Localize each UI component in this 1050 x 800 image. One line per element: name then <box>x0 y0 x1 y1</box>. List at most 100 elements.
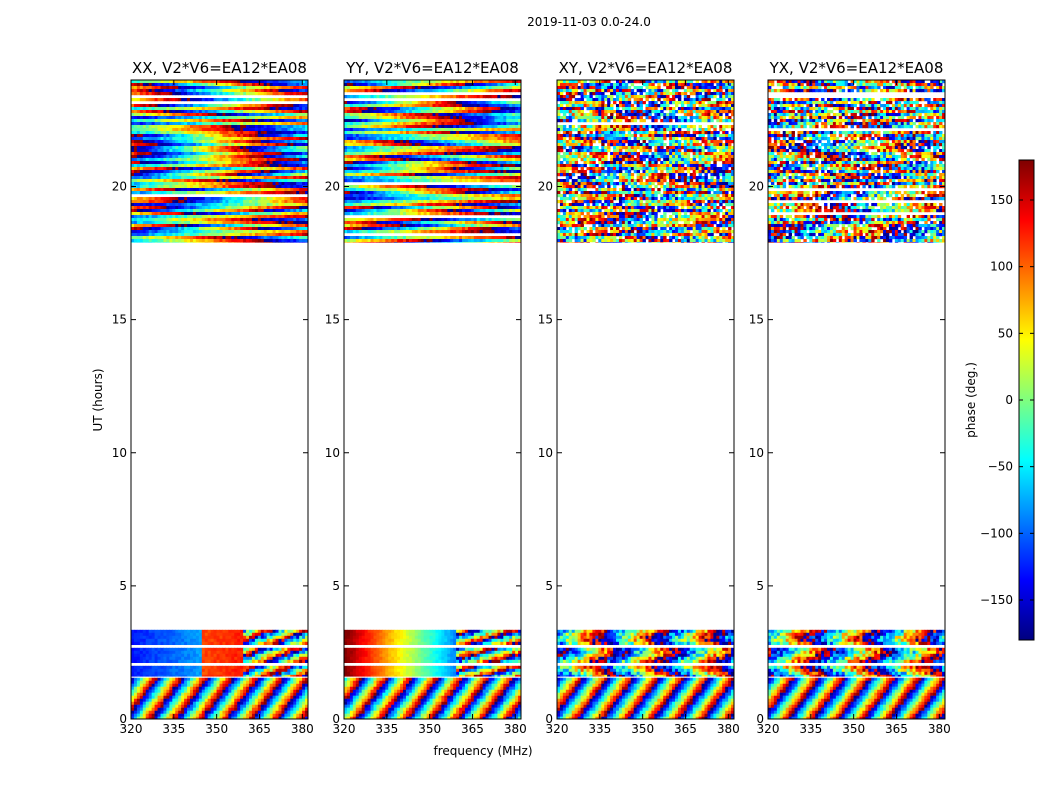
heatmap-cell <box>269 665 273 670</box>
heatmap-cell <box>237 98 241 102</box>
heatmap-cell <box>160 653 164 658</box>
heatmap-cell <box>145 152 150 156</box>
heatmap-cell <box>148 188 153 192</box>
heatmap-cell <box>234 692 238 696</box>
heatmap-cell <box>293 686 297 690</box>
heatmap-cell <box>172 215 176 219</box>
heatmap-cell <box>237 212 241 216</box>
heatmap-cell <box>237 638 241 643</box>
heatmap-cell <box>254 221 259 225</box>
heatmap-cell <box>281 239 285 243</box>
heatmap-cell <box>207 83 212 87</box>
heatmap-cell <box>234 221 238 225</box>
heatmap-cell <box>166 197 170 201</box>
heatmap-cell <box>160 659 164 664</box>
heatmap-cell <box>299 125 303 129</box>
heatmap-cell <box>246 125 250 129</box>
heatmap-cell <box>216 689 220 693</box>
heatmap-cell <box>201 107 206 111</box>
heatmap-cell <box>225 197 229 201</box>
heatmap-cell <box>284 164 288 168</box>
heatmap-cell <box>139 98 144 102</box>
heatmap-cell <box>148 704 153 708</box>
heatmap-cell <box>195 221 200 225</box>
heatmap-cell <box>296 638 300 643</box>
heatmap-cell <box>198 716 203 719</box>
heatmap-cell <box>222 230 226 234</box>
heatmap-cell <box>251 158 256 162</box>
heatmap-cell <box>184 710 188 714</box>
heatmap-cell <box>275 236 279 240</box>
heatmap-cell <box>299 242 303 243</box>
heatmap-cell <box>246 146 250 150</box>
heatmap-cell <box>157 239 161 243</box>
heatmap-cell <box>198 236 203 240</box>
heatmap-cell <box>157 131 161 135</box>
heatmap-cell <box>166 212 170 216</box>
heatmap-cell <box>251 680 256 684</box>
heatmap-cell <box>181 146 185 150</box>
heatmap-cell <box>216 233 220 237</box>
heatmap-cell <box>187 197 191 201</box>
heatmap-cell <box>139 236 144 240</box>
heatmap-cell <box>234 164 238 168</box>
heatmap-cell <box>145 647 150 652</box>
heatmap-cell <box>272 680 276 684</box>
heatmap-cell <box>187 701 191 705</box>
heatmap-cell <box>136 647 141 652</box>
heatmap-cell <box>257 242 262 243</box>
heatmap-cell <box>370 677 374 681</box>
heatmap-cell <box>269 677 273 681</box>
heatmap-cell <box>228 713 232 717</box>
heatmap-cell <box>148 689 153 693</box>
heatmap-cell <box>192 656 197 661</box>
heatmap-cell <box>290 206 294 210</box>
heatmap-cell <box>166 116 170 120</box>
heatmap-cell <box>163 653 167 658</box>
heatmap-cell <box>290 674 294 677</box>
heatmap-cell <box>257 170 262 174</box>
heatmap-cell <box>228 164 232 168</box>
heatmap-cell <box>257 209 262 213</box>
heatmap-cell <box>260 659 265 664</box>
heatmap-cell <box>216 677 220 681</box>
heatmap-cell <box>290 173 294 177</box>
heatmap-cell <box>145 86 150 90</box>
heatmap-cell <box>296 653 300 658</box>
heatmap-cell <box>187 671 191 676</box>
heatmap-cell <box>246 116 250 120</box>
heatmap-cell <box>219 680 223 684</box>
heatmap-cell <box>450 680 454 684</box>
heatmap-cell <box>284 224 288 228</box>
heatmap-cell <box>131 209 135 213</box>
heatmap-cell <box>136 212 141 216</box>
heatmap-cell <box>148 692 153 696</box>
heatmap-cell <box>157 701 161 705</box>
heatmap-cell <box>157 629 161 634</box>
heatmap-cell <box>299 146 303 150</box>
heatmap-cell <box>201 203 206 207</box>
heatmap-cell <box>207 122 212 126</box>
heatmap-cell <box>266 701 271 705</box>
heatmap-cell <box>201 131 206 135</box>
heatmap-cell <box>284 146 288 150</box>
heatmap-cell <box>249 149 253 153</box>
heatmap-cell <box>192 686 197 690</box>
heatmap-cell <box>367 680 371 684</box>
heatmap-cell <box>225 632 229 637</box>
heatmap-cell <box>198 683 203 687</box>
heatmap-cell <box>257 701 262 705</box>
heatmap-cell <box>225 104 229 108</box>
heatmap-cell <box>447 680 451 684</box>
heatmap-cell <box>160 149 164 153</box>
heatmap-cell <box>201 692 206 696</box>
heatmap-cell <box>190 161 194 165</box>
heatmap-cell <box>157 167 161 171</box>
heatmap-cell <box>246 707 250 711</box>
heatmap-cell <box>148 656 153 661</box>
heatmap-cell <box>287 641 291 646</box>
heatmap-cell <box>154 692 158 696</box>
heatmap-cell <box>204 98 209 102</box>
heatmap-cell <box>263 167 268 171</box>
heatmap-cell <box>234 665 238 670</box>
